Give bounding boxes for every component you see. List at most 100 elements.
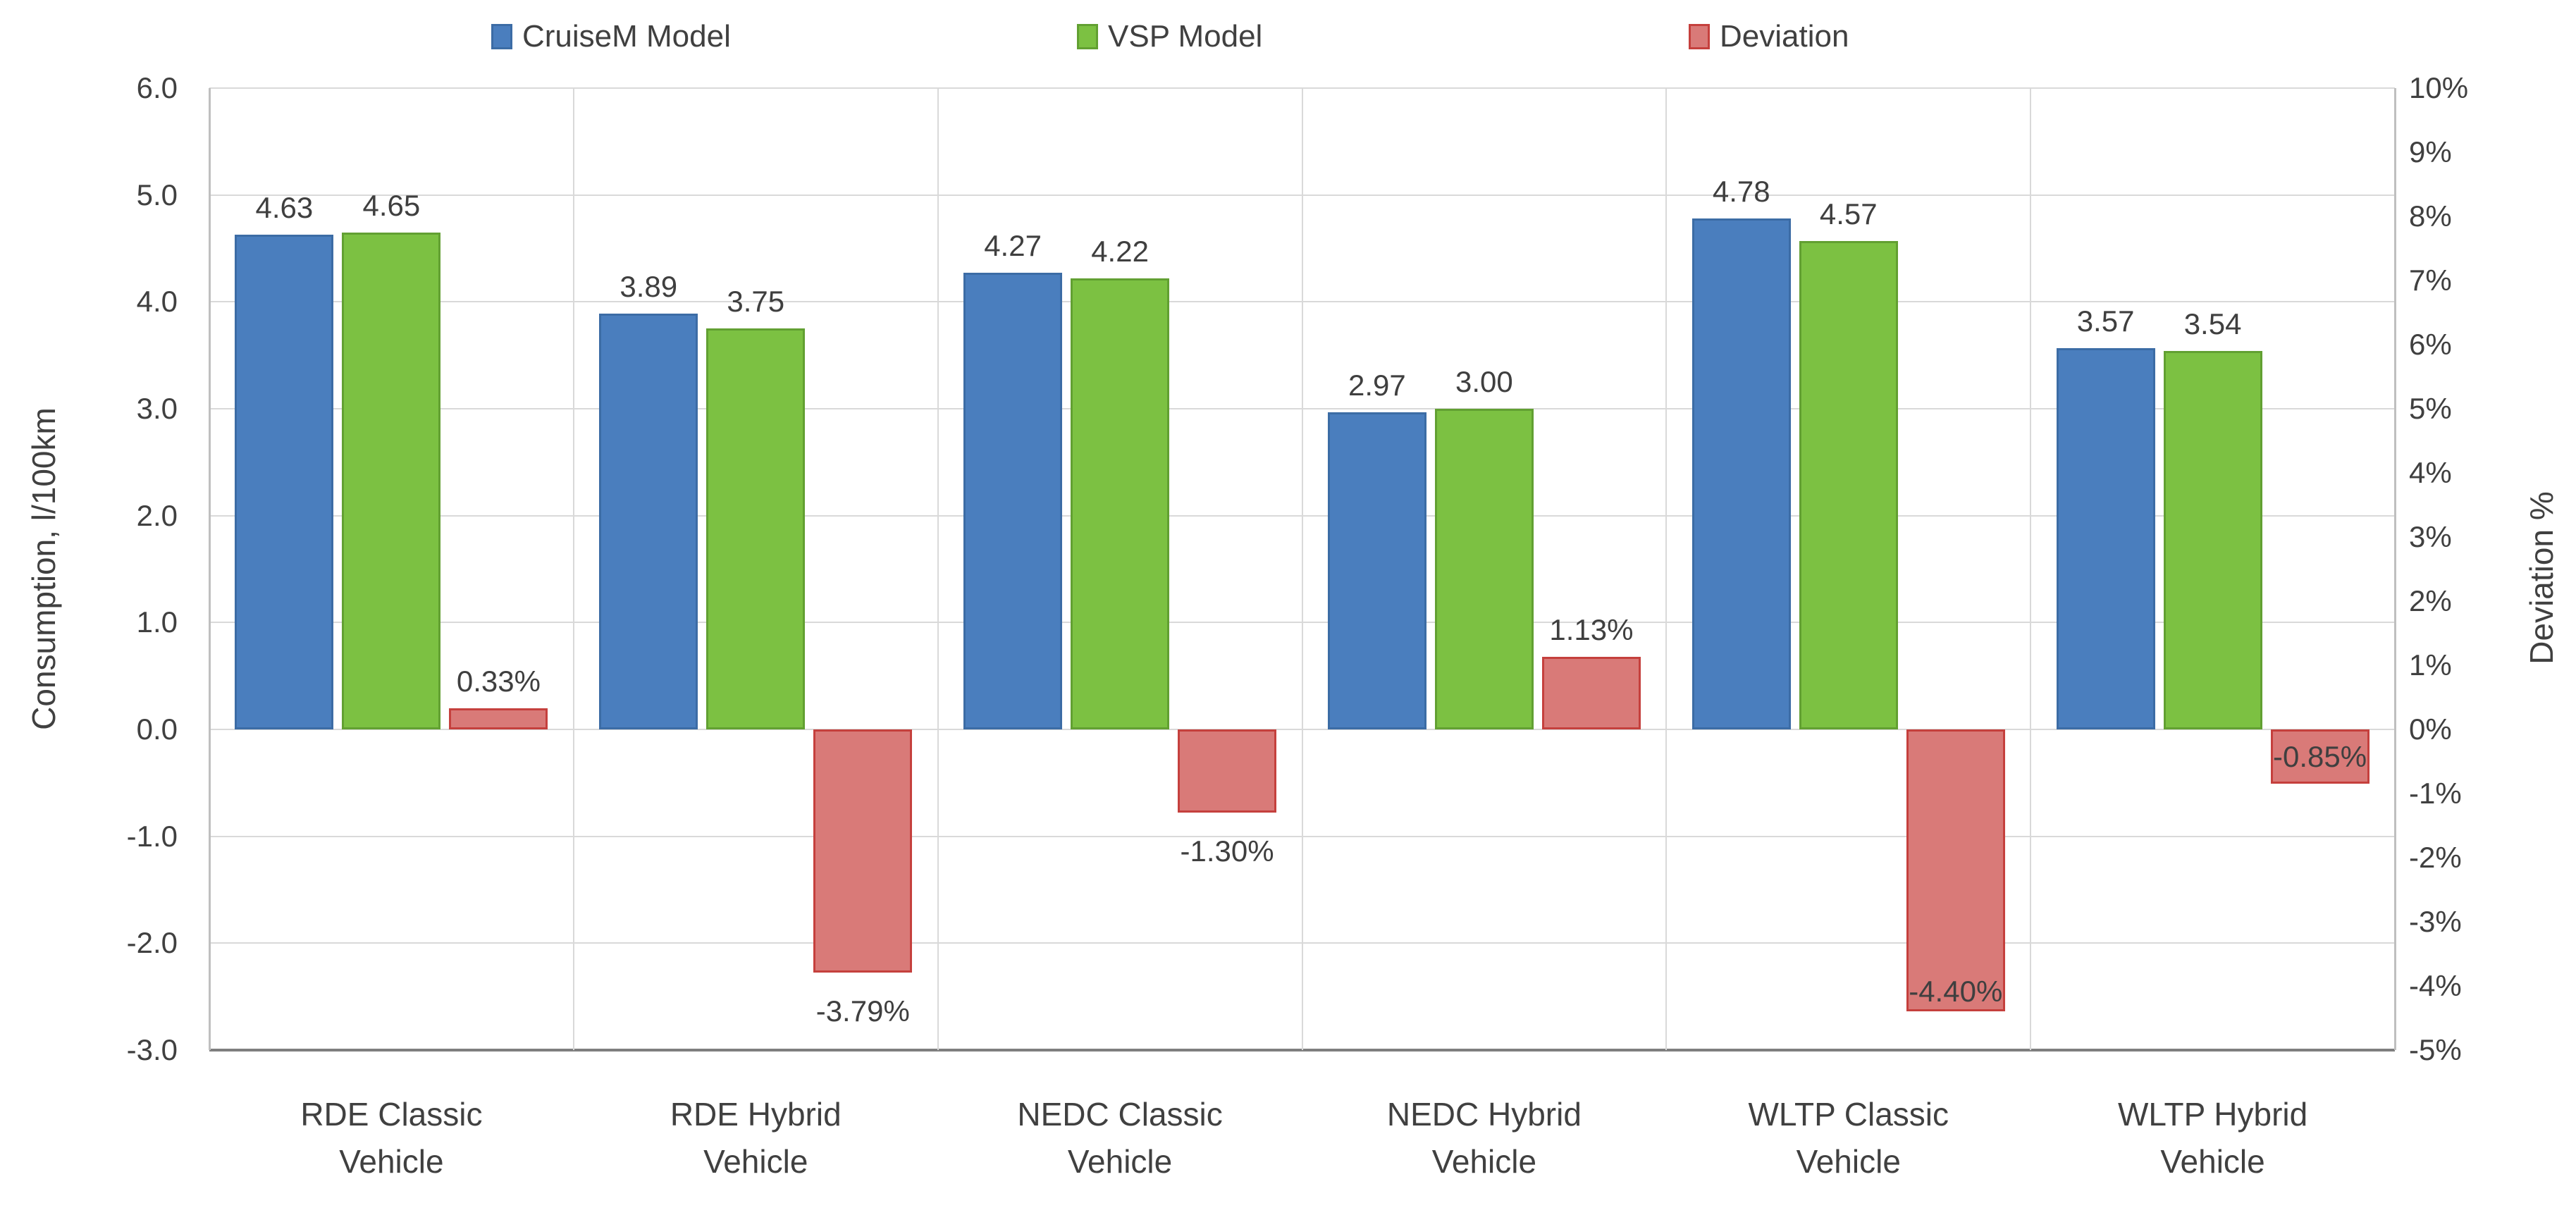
category-label: NEDC Classic Vehicle bbox=[1017, 1091, 1222, 1185]
vertical-gridline bbox=[1665, 88, 1668, 1050]
bar-cruisem-model bbox=[1691, 218, 1791, 729]
vertical-gridline bbox=[572, 88, 574, 1050]
vertical-gridline bbox=[1301, 88, 1303, 1050]
category-label-line: NEDC Hybrid bbox=[1386, 1096, 1582, 1133]
right-axis-tick-label: 9% bbox=[2409, 135, 2452, 168]
bar-vsp-model bbox=[1799, 240, 1898, 729]
right-axis-tick-label: -5% bbox=[2409, 1033, 2462, 1066]
right-axis-line bbox=[2394, 88, 2396, 1050]
right-axis-tick-label: 10% bbox=[2409, 71, 2469, 104]
bar-vsp-model bbox=[1071, 278, 1170, 729]
data-label: -1.30% bbox=[1180, 834, 1274, 868]
right-axis-tick-label: 7% bbox=[2409, 264, 2452, 297]
category-label: NEDC Hybrid Vehicle bbox=[1387, 1091, 1582, 1185]
left-axis-tick-label: 1.0 bbox=[136, 605, 178, 639]
data-label: -0.85% bbox=[2273, 739, 2367, 773]
bar-cruisem-model bbox=[1327, 412, 1426, 729]
left-axis-title: Consumption, l/100km bbox=[25, 407, 62, 730]
right-axis-tick-label: 6% bbox=[2409, 328, 2452, 361]
legend-item-deviation[interactable]: Deviation bbox=[1689, 21, 1849, 52]
data-label: 3.89 bbox=[620, 270, 678, 304]
data-label: 0.33% bbox=[456, 664, 541, 698]
data-label: 3.75 bbox=[727, 285, 785, 319]
category-label-line: Vehicle bbox=[339, 1142, 444, 1180]
category-label: WLTP Classic Vehicle bbox=[1748, 1091, 1949, 1185]
bar-deviation bbox=[1906, 729, 2005, 1012]
left-axis-tick-label: 3.0 bbox=[136, 392, 178, 425]
data-label: 3.00 bbox=[1455, 365, 1513, 398]
category-label-line: Vehicle bbox=[1796, 1142, 1901, 1180]
category-label-line: Vehicle bbox=[2160, 1142, 2265, 1180]
bar-cruisem-model bbox=[599, 314, 698, 729]
right-axis-tick-label: 4% bbox=[2409, 456, 2452, 489]
left-axis-tick-label: -2.0 bbox=[126, 926, 178, 960]
category-label-line: NEDC Classic bbox=[1017, 1096, 1223, 1133]
bar-deviation bbox=[449, 708, 548, 729]
left-axis-line bbox=[209, 88, 211, 1050]
data-label: 4.78 bbox=[1712, 175, 1770, 209]
bar-vsp-model bbox=[2163, 351, 2262, 729]
category-label: WLTP Hybrid Vehicle bbox=[2118, 1091, 2307, 1185]
left-axis-tick-label: 5.0 bbox=[136, 178, 178, 211]
category-label-line: WLTP Classic bbox=[1748, 1096, 1949, 1133]
legend-item-cruisem-model[interactable]: CruiseM Model bbox=[491, 21, 731, 52]
data-label: 4.22 bbox=[1091, 234, 1149, 268]
left-axis-tick-label: -1.0 bbox=[126, 819, 178, 853]
bar-cruisem-model bbox=[2056, 347, 2155, 729]
bar-deviation bbox=[1541, 657, 1641, 729]
right-axis-tick-label: 2% bbox=[2409, 584, 2452, 617]
right-axis-tick-label: 0% bbox=[2409, 713, 2452, 746]
right-axis-tick-label: -1% bbox=[2409, 777, 2462, 810]
data-label: -4.40% bbox=[1909, 975, 2003, 1009]
data-label: 1.13% bbox=[1549, 613, 1634, 647]
bar-vsp-model bbox=[1434, 409, 1534, 729]
right-axis-tick-label: -4% bbox=[2409, 969, 2462, 1002]
bar-vsp-model bbox=[706, 328, 806, 729]
bar-cruisem-model bbox=[235, 234, 334, 729]
left-axis-tick-label: 0.0 bbox=[136, 713, 178, 746]
data-label: 4.27 bbox=[984, 229, 1042, 263]
right-axis-tick-label: 8% bbox=[2409, 199, 2452, 233]
bar-deviation bbox=[813, 729, 913, 973]
right-axis-tick-label: 5% bbox=[2409, 392, 2452, 425]
category-label-line: Vehicle bbox=[1431, 1142, 1537, 1180]
vertical-gridline bbox=[937, 88, 939, 1050]
bar-deviation bbox=[2270, 729, 2369, 784]
category-label-line: Vehicle bbox=[703, 1142, 808, 1180]
right-axis-tick-label: 1% bbox=[2409, 648, 2452, 681]
legend-label: VSP Model bbox=[1108, 19, 1263, 54]
left-axis-tick-label: 6.0 bbox=[136, 71, 178, 104]
data-label: 3.57 bbox=[2076, 304, 2135, 338]
data-label: 4.63 bbox=[255, 190, 314, 224]
bar-vsp-model bbox=[342, 232, 441, 729]
category-label-line: RDE Classic bbox=[300, 1096, 483, 1133]
category-label-line: WLTP Hybrid bbox=[2117, 1096, 2308, 1133]
category-label: RDE Hybrid Vehicle bbox=[670, 1091, 842, 1185]
right-axis-tick-label: -3% bbox=[2409, 905, 2462, 938]
legend-swatch-icon bbox=[1689, 24, 1710, 49]
right-axis-tick-label: 3% bbox=[2409, 520, 2452, 553]
legend-swatch-icon bbox=[491, 24, 512, 49]
x-axis-line bbox=[209, 1049, 2395, 1051]
left-axis-tick-label: -3.0 bbox=[126, 1033, 178, 1066]
legend-label: CruiseM Model bbox=[522, 19, 731, 54]
left-axis-tick-label: 2.0 bbox=[136, 498, 178, 532]
data-label: 2.97 bbox=[1348, 368, 1406, 402]
category-label-line: Vehicle bbox=[1067, 1142, 1173, 1180]
legend-label: Deviation bbox=[1720, 19, 1849, 54]
bar-deviation bbox=[1178, 729, 1277, 813]
bar-cruisem-model bbox=[963, 273, 1063, 729]
right-axis-title: Deviation % bbox=[2523, 491, 2560, 665]
legend-swatch-icon bbox=[1077, 24, 1098, 49]
data-label: 3.54 bbox=[2183, 307, 2242, 341]
right-axis-tick-label: -2% bbox=[2409, 841, 2462, 874]
data-label: 4.65 bbox=[362, 188, 421, 222]
left-axis-tick-label: 4.0 bbox=[136, 285, 178, 319]
vertical-gridline bbox=[2030, 88, 2032, 1050]
data-label: -3.79% bbox=[815, 994, 910, 1028]
category-label: RDE Classic Vehicle bbox=[300, 1091, 482, 1185]
legend-item-vsp-model[interactable]: VSP Model bbox=[1077, 21, 1262, 52]
category-label-line: RDE Hybrid bbox=[670, 1096, 842, 1133]
data-label: 4.57 bbox=[1819, 197, 1878, 230]
